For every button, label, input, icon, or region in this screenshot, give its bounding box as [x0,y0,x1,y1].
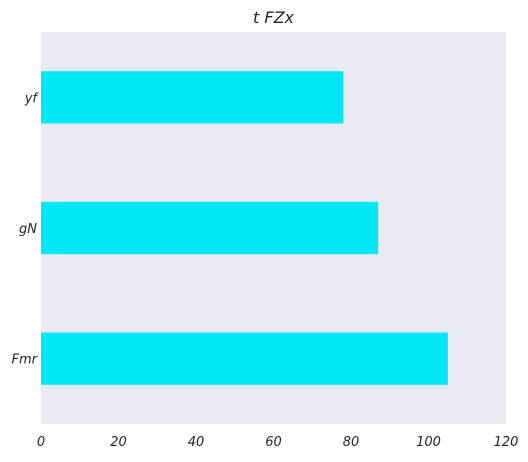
x-tick-label: 0 [37,435,45,450]
x-tick-label: 20 [110,435,127,450]
chart-title: t FZx [253,8,295,27]
x-tick-label: 120 [494,435,519,450]
bar-yf [41,71,344,124]
x-tick-label: 40 [188,435,205,450]
y-tick-label: yf [24,91,40,106]
bar-gN [41,201,379,255]
y-tick-label: gN [19,222,37,237]
x-tick-label: 60 [265,435,282,450]
y-tick-label: Fmr [12,353,39,368]
x-tick-label: 80 [343,435,360,450]
bar-Fmr [41,332,448,385]
x-tick-label: 100 [416,435,441,450]
